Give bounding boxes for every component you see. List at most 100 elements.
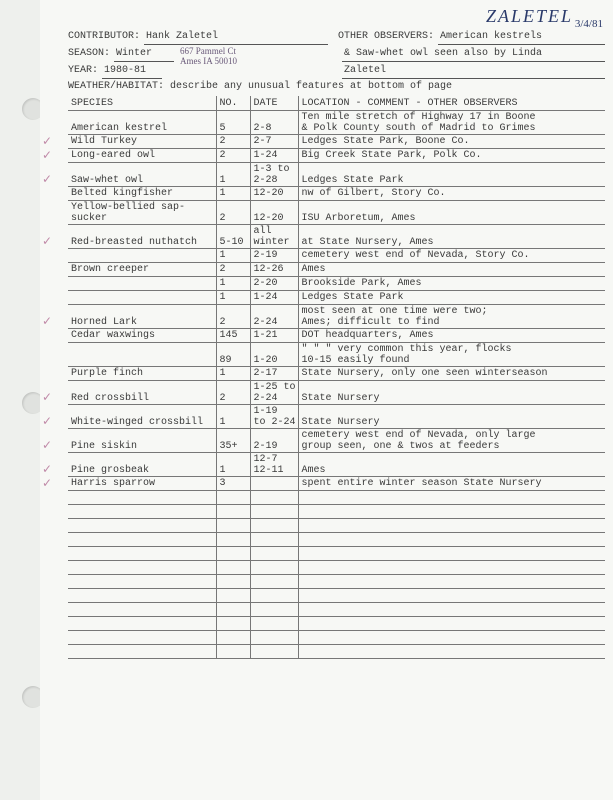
handwritten-date: 3/4/81	[575, 18, 603, 30]
table-row: 891-20" " " very common this year, flock…	[68, 342, 605, 366]
cell-location: nw of Gilbert, Story Co.	[298, 186, 605, 200]
cell-empty	[216, 546, 250, 560]
cell-location: State Nursery	[298, 404, 605, 428]
cell-date: 12-20	[250, 186, 298, 200]
cell-empty	[250, 504, 298, 518]
cell-no: 1	[216, 248, 250, 262]
cell-species: Purple finch	[68, 366, 216, 380]
cell-location: Ames	[298, 262, 605, 276]
cell-species: White-winged crossbill	[68, 404, 216, 428]
cell-empty	[68, 602, 216, 616]
other-observers-line3: Zaletel	[342, 64, 605, 79]
table-row-empty	[68, 644, 605, 658]
cell-empty	[250, 546, 298, 560]
cell-no: 2	[216, 148, 250, 162]
cell-empty	[250, 532, 298, 546]
cell-species: Wild Turkey	[68, 134, 216, 148]
cell-empty	[250, 490, 298, 504]
cell-species: American kestrel	[68, 110, 216, 134]
cell-empty	[298, 616, 605, 630]
cell-empty	[298, 504, 605, 518]
cell-species	[68, 248, 216, 262]
cell-empty	[216, 518, 250, 532]
cell-date: 1-24	[250, 290, 298, 304]
cell-empty	[68, 518, 216, 532]
cell-empty	[68, 546, 216, 560]
cell-empty	[298, 644, 605, 658]
cell-empty	[298, 630, 605, 644]
cell-location: Ledges State Park	[298, 290, 605, 304]
season-value: Winter	[114, 47, 174, 62]
cell-empty	[68, 574, 216, 588]
table-row: Cedar waxwings1451-21DOT headquarters, A…	[68, 328, 605, 342]
checkmark-icon: ✓	[42, 438, 52, 453]
cell-no: 1	[216, 186, 250, 200]
table-row: Long-eared owl21-24Big Creek State Park,…	[68, 148, 605, 162]
cell-empty	[298, 602, 605, 616]
cell-empty	[216, 630, 250, 644]
cell-species: Red crossbill	[68, 380, 216, 404]
checkmark-icon: ✓	[42, 462, 52, 477]
cell-empty	[298, 560, 605, 574]
table-row: 12-19cemetery west end of Nevada, Story …	[68, 248, 605, 262]
cell-species: Long-eared owl	[68, 148, 216, 162]
cell-empty	[298, 588, 605, 602]
contributor-value: Hank Zaletel	[144, 30, 328, 45]
header-row-3: YEAR: 1980-81 Zaletel	[68, 64, 605, 79]
table-row: White-winged crossbill11-19 to 2-24State…	[68, 404, 605, 428]
cell-no: 1	[216, 366, 250, 380]
table-row-empty	[68, 504, 605, 518]
cell-empty	[250, 602, 298, 616]
cell-species: Yellow-bellied sap- sucker	[68, 200, 216, 224]
cell-no: 2	[216, 304, 250, 328]
cell-empty	[68, 630, 216, 644]
checkmark-icon: ✓	[42, 134, 52, 149]
table-row-empty	[68, 532, 605, 546]
table-row-empty	[68, 546, 605, 560]
cell-location: State Nursery, only one seen winterseaso…	[298, 366, 605, 380]
checkmark-icon: ✓	[42, 148, 52, 163]
cell-no: 1	[216, 452, 250, 476]
cell-empty	[298, 546, 605, 560]
col-location: LOCATION - COMMENT - OTHER OBSERVERS	[298, 96, 605, 110]
cell-empty	[250, 616, 298, 630]
table-row: Red-breasted nuthatch5-10all winterat St…	[68, 224, 605, 248]
cell-date: all winter	[250, 224, 298, 248]
cell-location: Big Creek State Park, Polk Co.	[298, 148, 605, 162]
cell-date: 1-20	[250, 342, 298, 366]
cell-no: 1	[216, 290, 250, 304]
cell-date: 12-7 12-11	[250, 452, 298, 476]
cell-empty	[68, 644, 216, 658]
checkmark-icon: ✓	[42, 234, 52, 249]
cell-no: 2	[216, 134, 250, 148]
habitat-line: WEATHER/HABITAT: describe any unusual fe…	[68, 81, 605, 92]
cell-no: 5	[216, 110, 250, 134]
cell-location: " " " very common this year, flocks 10-1…	[298, 342, 605, 366]
cell-species: Red-breasted nuthatch	[68, 224, 216, 248]
header-row-1: CONTRIBUTOR: Hank Zaletel OTHER OBSERVER…	[68, 30, 605, 45]
cell-location: Ten mile stretch of Highway 17 in Boone …	[298, 110, 605, 134]
table-row: American kestrel52-8Ten mile stretch of …	[68, 110, 605, 134]
cell-empty	[250, 560, 298, 574]
cell-empty	[216, 588, 250, 602]
cell-no: 5-10	[216, 224, 250, 248]
cell-date: 2-24	[250, 304, 298, 328]
season-label: SEASON:	[68, 47, 110, 62]
cell-no: 1	[216, 404, 250, 428]
cell-empty	[216, 574, 250, 588]
cell-empty	[216, 560, 250, 574]
cell-empty	[298, 518, 605, 532]
cell-empty	[68, 490, 216, 504]
cell-date: 2-20	[250, 276, 298, 290]
cell-date: 2-17	[250, 366, 298, 380]
form-paper: ZALETEL 3/4/81 CONTRIBUTOR: Hank Zaletel…	[40, 0, 613, 800]
cell-no: 1	[216, 162, 250, 186]
table-row: Pine siskin35+2-19cemetery west end of N…	[68, 428, 605, 452]
table-row: Pine grosbeak112-7 12-11Ames	[68, 452, 605, 476]
cell-empty	[298, 532, 605, 546]
cell-date: 12-26	[250, 262, 298, 276]
cell-location: most seen at one time were two; Ames; di…	[298, 304, 605, 328]
cell-empty	[216, 490, 250, 504]
cell-species: Harris sparrow	[68, 476, 216, 490]
cell-empty	[250, 518, 298, 532]
